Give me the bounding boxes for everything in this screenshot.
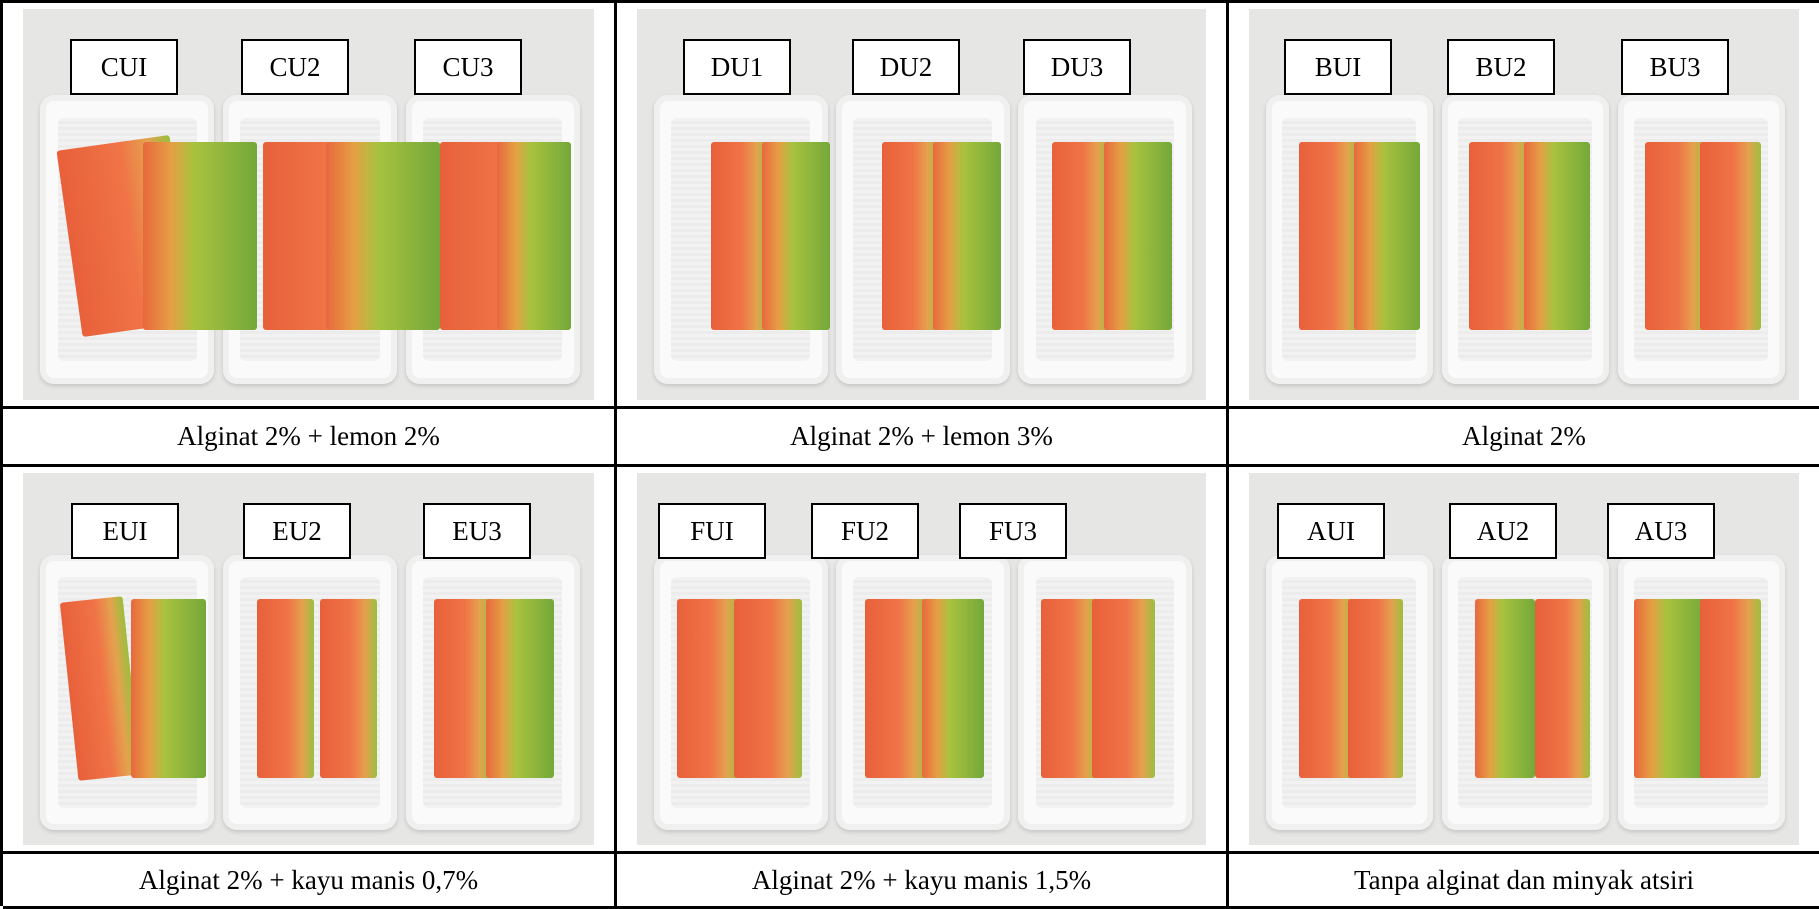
caption-cell: Alginat 2% [1229, 409, 1819, 467]
papaya-slice [1700, 599, 1761, 779]
photo-cell: EUI EU2 EU3 [3, 467, 617, 854]
papaya-slice [864, 599, 928, 779]
papaya-slice [485, 599, 555, 779]
photo-cell: DU1 DU2 DU3 [617, 3, 1229, 409]
papaya-slice [921, 599, 985, 779]
sample-label: AUI [1277, 503, 1385, 559]
papaya-slice [319, 599, 377, 779]
sample-label: FU3 [959, 503, 1067, 559]
caption-cell: Alginat 2% + lemon 2% [3, 409, 617, 467]
papaya-slice [1535, 599, 1590, 779]
papaya-slice [1348, 599, 1403, 779]
papaya-slice [932, 141, 1002, 330]
papaya-slice [710, 141, 768, 330]
papaya-slice [1103, 141, 1172, 330]
papaya-photo [637, 473, 1206, 845]
sample-label: BU3 [1621, 39, 1729, 95]
sample-label: CUI [70, 39, 178, 95]
papaya-slice [1469, 141, 1530, 330]
sample-label: EUI [71, 503, 179, 559]
papaya-slice [762, 141, 831, 330]
papaya-slice [1474, 599, 1535, 779]
sample-label: EU2 [243, 503, 351, 559]
papaya-slice [1645, 141, 1706, 330]
photo-cell: CUI CU2 CU3 [3, 3, 617, 409]
caption-cell: Alginat 2% + kayu manis 1,5% [617, 854, 1229, 909]
papaya-slice [1353, 141, 1420, 330]
papaya-slice [257, 599, 315, 779]
papaya-slice [434, 599, 492, 779]
sample-label: FUI [658, 503, 766, 559]
sample-label: DU1 [683, 39, 791, 95]
sample-label: DU3 [1023, 39, 1131, 95]
caption-cell: Tanpa alginat dan minyak atsiri [1229, 854, 1819, 909]
sample-label: EU3 [423, 503, 531, 559]
papaya-slice [676, 599, 740, 779]
papaya-slice [733, 599, 802, 779]
papaya-slice [1298, 599, 1354, 779]
sample-label: FU2 [811, 503, 919, 559]
caption-cell: Alginat 2% + kayu manis 0,7% [3, 854, 617, 909]
papaya-slice [1298, 141, 1359, 330]
sample-label: AU2 [1449, 503, 1557, 559]
papaya-slice [1040, 599, 1098, 779]
photo-cell: BUI BU2 BU3 [1229, 3, 1819, 409]
photo-cell: AUI AU2 AU3 [1229, 467, 1819, 854]
papaya-slice [1092, 599, 1155, 779]
sample-label: DU2 [852, 39, 960, 95]
papaya-slice [142, 141, 258, 330]
papaya-slice [1700, 141, 1761, 330]
photo-cell: FUI FU2 FU3 [617, 467, 1229, 854]
sample-label: BUI [1284, 39, 1392, 95]
papaya-slice [496, 141, 572, 330]
sample-label: AU3 [1607, 503, 1715, 559]
papaya-photo [637, 9, 1206, 400]
papaya-slice [131, 599, 206, 779]
papaya-slice [1634, 599, 1706, 779]
papaya-slice [1524, 141, 1590, 330]
papaya-slice [1052, 141, 1110, 330]
papaya-slice [881, 141, 939, 330]
sample-label: BU2 [1447, 39, 1555, 95]
papaya-photo [23, 473, 594, 845]
sample-label: CU3 [414, 39, 522, 95]
sample-label: CU2 [241, 39, 349, 95]
caption-cell: Alginat 2% + lemon 3% [617, 409, 1229, 467]
papaya-slice [325, 141, 440, 330]
